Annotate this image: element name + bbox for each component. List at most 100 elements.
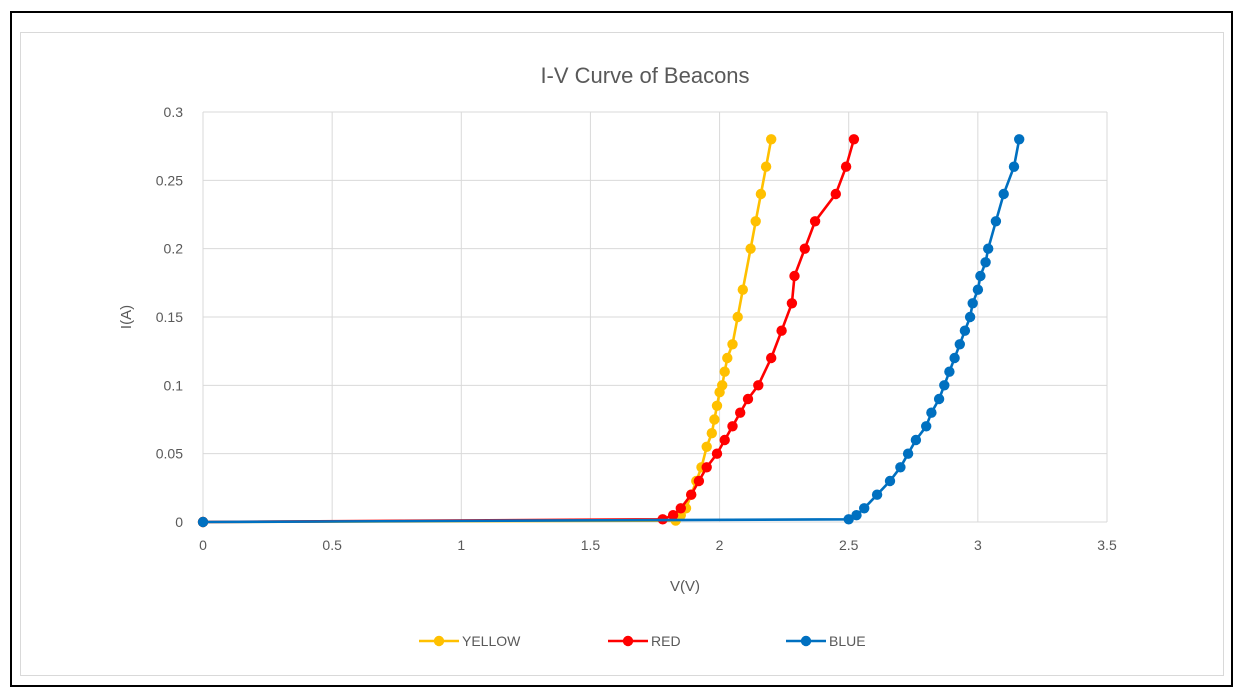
data-point-red (766, 352, 777, 364)
y-tick-label: 0.3 (164, 104, 184, 120)
x-tick-label: 0 (199, 537, 207, 553)
data-point-blue (933, 393, 945, 405)
data-point-blue (983, 243, 994, 254)
chart-title: I-V Curve of Beacons (540, 63, 749, 88)
data-point-blue (998, 188, 1009, 200)
series-yellow (197, 134, 777, 528)
data-point-red (753, 380, 764, 391)
data-point-yellow (722, 352, 733, 364)
legend-label-yellow: YELLOW (462, 633, 521, 649)
y-tick-label: 0.15 (156, 309, 183, 325)
x-tick-label: 3.5 (1097, 537, 1117, 553)
data-point-blue (972, 284, 984, 295)
tick-labels: 0 0.5 1 1.5 2 2.5 3 3.5 0 0.05 0.1 0.15 0.2 0.25 0.3 (156, 104, 1117, 553)
data-point-yellow (706, 428, 717, 439)
data-point-yellow (750, 216, 761, 227)
legend-marker-red (622, 635, 634, 647)
legend-item-blue: BLUE (786, 633, 866, 649)
data-point-red (719, 434, 730, 446)
chart-area: 0 0.5 1 1.5 2 2.5 3 3.5 0 0.05 0.1 0.15 0.2 0.25 0.3 I… (20, 32, 1224, 676)
legend-marker-yellow (433, 635, 445, 647)
data-point-red (711, 448, 723, 459)
legend-label-red: RED (651, 633, 681, 649)
iv-chart: 0 0.5 1 1.5 2 2.5 3 3.5 0 0.05 0.1 0.15 0.2 0.25 0.3 I… (118, 63, 1117, 649)
series-line-yellow (202, 139, 773, 524)
data-point-red (776, 325, 787, 336)
data-point-yellow (732, 311, 743, 323)
data-point-red (830, 188, 841, 200)
data-point-yellow (760, 161, 772, 172)
y-tick-label: 0.2 (164, 241, 184, 257)
data-point-blue (851, 510, 862, 521)
data-point-blue (980, 257, 991, 268)
y-tick-label: 0 (175, 514, 183, 530)
y-tick-label: 0.05 (156, 446, 183, 462)
data-point-blue (990, 216, 1002, 227)
data-point-yellow (727, 339, 738, 350)
data-point-blue (1014, 134, 1025, 145)
x-tick-label: 2.5 (839, 537, 859, 553)
x-tick-label: 3 (974, 537, 982, 553)
data-point-blue (926, 407, 937, 418)
legend: YELLOW RED BLUE (419, 633, 866, 649)
legend-marker-blue (800, 635, 812, 647)
data-point-blue (944, 366, 955, 377)
legend-item-red: RED (608, 633, 681, 649)
data-point-blue (843, 514, 854, 525)
data-point-red (848, 134, 860, 145)
data-point-yellow (737, 284, 748, 295)
data-point-blue (939, 380, 950, 391)
x-tick-label: 1 (457, 537, 465, 553)
data-point-blue (949, 352, 960, 364)
data-point-red (727, 421, 738, 432)
legend-item-yellow: YELLOW (419, 633, 521, 649)
data-point-blue (967, 298, 978, 309)
data-point-blue (197, 516, 209, 528)
data-point-red (789, 270, 800, 282)
data-point-blue (859, 503, 870, 514)
data-point-blue (1008, 161, 1020, 172)
data-point-red (675, 503, 686, 514)
data-point-yellow (701, 441, 712, 452)
data-point-blue (959, 325, 971, 336)
data-point-yellow (717, 380, 728, 391)
data-point-blue (871, 489, 883, 500)
legend-label-blue: BLUE (829, 633, 866, 649)
data-point-blue (954, 339, 965, 350)
data-point-yellow (745, 243, 756, 254)
data-point-yellow (766, 134, 777, 145)
data-point-yellow (709, 414, 720, 425)
data-point-blue (921, 421, 932, 432)
data-point-blue (902, 448, 914, 459)
y-tick-label: 0.1 (164, 377, 184, 393)
x-axis-label: V(V) (670, 578, 700, 595)
data-point-red (840, 161, 852, 172)
data-point-blue (910, 434, 922, 446)
data-point-red (686, 489, 697, 500)
data-point-red (809, 216, 821, 227)
chart-frame: 0 0.5 1 1.5 2 2.5 3 3.5 0 0.05 0.1 0.15 0.2 0.25 0.3 I… (10, 11, 1233, 687)
series-group (197, 134, 1025, 528)
x-tick-label: 1.5 (581, 537, 601, 553)
series-line-red (202, 138, 856, 524)
data-point-red (667, 510, 679, 521)
data-point-yellow (755, 188, 767, 200)
series-red (197, 134, 860, 528)
data-point-blue (964, 311, 976, 323)
y-tick-label: 0.25 (156, 172, 183, 188)
data-point-blue (975, 270, 986, 282)
data-point-red (693, 475, 705, 487)
series-blue (197, 134, 1025, 528)
data-point-red (701, 462, 712, 473)
data-point-red (799, 243, 810, 254)
x-tick-label: 2 (716, 537, 724, 553)
data-point-blue (884, 475, 896, 487)
x-tick-label: 0.5 (322, 537, 342, 553)
grid-lines (202, 111, 1108, 523)
data-point-red (735, 407, 746, 418)
data-point-red (742, 393, 754, 405)
data-point-blue (895, 462, 906, 473)
data-point-red (786, 298, 798, 309)
data-point-yellow (711, 400, 723, 411)
y-axis-label: I(A) (118, 305, 135, 329)
